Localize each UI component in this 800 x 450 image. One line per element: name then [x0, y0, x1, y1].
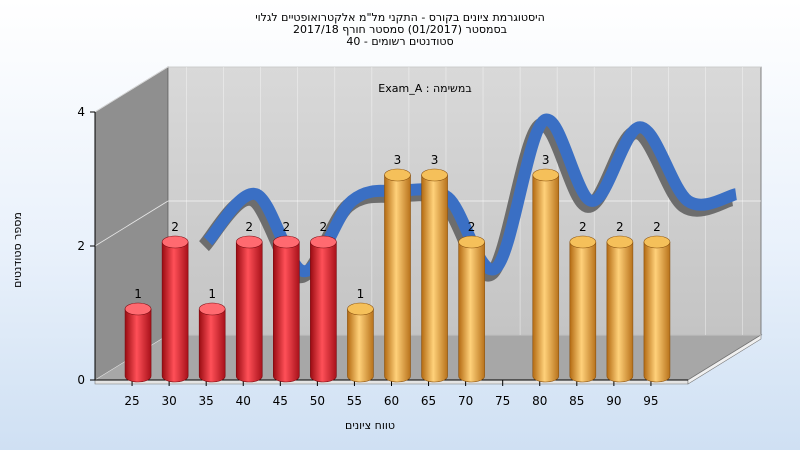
- histogram-bar-top: [124, 302, 152, 316]
- x-tick-label: 75: [495, 394, 510, 408]
- bar-data-label: 1: [357, 287, 365, 301]
- histogram-bar: [273, 241, 300, 383]
- bar-data-label: 2: [245, 220, 253, 234]
- x-tick-label: 45: [273, 394, 288, 408]
- floor-edge-side: [687, 334, 762, 385]
- bar-data-label: 2: [320, 220, 328, 234]
- histogram-bar-top: [569, 235, 597, 249]
- histogram-bar: [458, 241, 485, 383]
- histogram-bar: [235, 241, 263, 383]
- histogram-bar-top: [532, 168, 560, 182]
- chart-title-line-1: היסטוגרמת ציונים בקורס - התקני מל"מ אלקט…: [255, 11, 545, 24]
- bar-data-label: 3: [542, 153, 550, 167]
- histogram-bar: [310, 241, 337, 383]
- exam-annotation: Exam_A : במשימה: [378, 82, 472, 95]
- histogram-bar: [606, 241, 634, 383]
- histogram-bar: [384, 174, 411, 383]
- bar-data-label: 3: [394, 153, 402, 167]
- x-tick-label: 40: [236, 394, 251, 408]
- histogram-bar-top: [458, 235, 485, 249]
- bar-data-label: 2: [468, 220, 476, 234]
- x-tick-label: 70: [458, 394, 473, 408]
- x-tick-label: 30: [161, 394, 176, 408]
- y-tick-label: 2: [77, 239, 85, 253]
- histogram-bar-top: [606, 235, 634, 249]
- histogram-bar: [643, 241, 671, 383]
- bar-data-label: 2: [653, 220, 661, 234]
- histogram-bar: [569, 241, 597, 383]
- bar-data-label: 2: [282, 220, 290, 234]
- histogram-bar-top: [273, 235, 300, 249]
- x-tick-label: 80: [532, 394, 547, 408]
- bar-data-label: 2: [579, 220, 587, 234]
- histogram-bar: [532, 174, 560, 383]
- bar-data-label: 2: [616, 220, 624, 234]
- histogram-bar-top: [235, 235, 263, 249]
- histogram-bar: [198, 308, 226, 383]
- histogram-bar: [161, 241, 189, 383]
- bar-data-label: 1: [208, 287, 216, 301]
- histogram-bar: [421, 174, 448, 383]
- x-tick-label: 50: [310, 394, 325, 408]
- y-axis-label: מספר סטודנטים: [11, 212, 24, 288]
- histogram-bar-top: [384, 168, 411, 182]
- y-tick-label: 4: [77, 105, 85, 119]
- chart-title-line-3: סטודנטים רשומים - 40: [346, 35, 454, 48]
- bar-data-label: 3: [431, 153, 439, 167]
- histogram-bar-top: [161, 235, 189, 249]
- x-tick-label: 65: [421, 394, 436, 408]
- histogram-bar: [347, 308, 374, 383]
- grid-line-side: [94, 66, 169, 113]
- histogram-bar: [124, 308, 152, 383]
- x-tick-label: 55: [347, 394, 362, 408]
- histogram-bar-top: [310, 235, 337, 249]
- histogram-bar-top: [421, 168, 448, 182]
- x-tick-label: 60: [384, 394, 399, 408]
- chart-title-line-2: בסמסטר (01/2017) סמסטר חורף 2017/18: [293, 23, 507, 36]
- x-axis-label: טווח ציונים: [345, 419, 395, 432]
- bar-data-label: 2: [171, 220, 179, 234]
- x-tick-label: 90: [606, 394, 621, 408]
- histogram-bar-top: [198, 302, 226, 316]
- x-tick-label: 85: [569, 394, 584, 408]
- x-tick-label: 35: [199, 394, 214, 408]
- y-tick-label: 0: [77, 373, 85, 387]
- histogram-bar-top: [347, 302, 374, 316]
- grid-line-side: [94, 200, 169, 247]
- bar-data-label: 1: [134, 287, 142, 301]
- x-tick-label: 25: [124, 394, 139, 408]
- x-tick-label: 95: [643, 394, 658, 408]
- histogram-bar-top: [643, 235, 671, 249]
- trend-curve: [203, 113, 738, 278]
